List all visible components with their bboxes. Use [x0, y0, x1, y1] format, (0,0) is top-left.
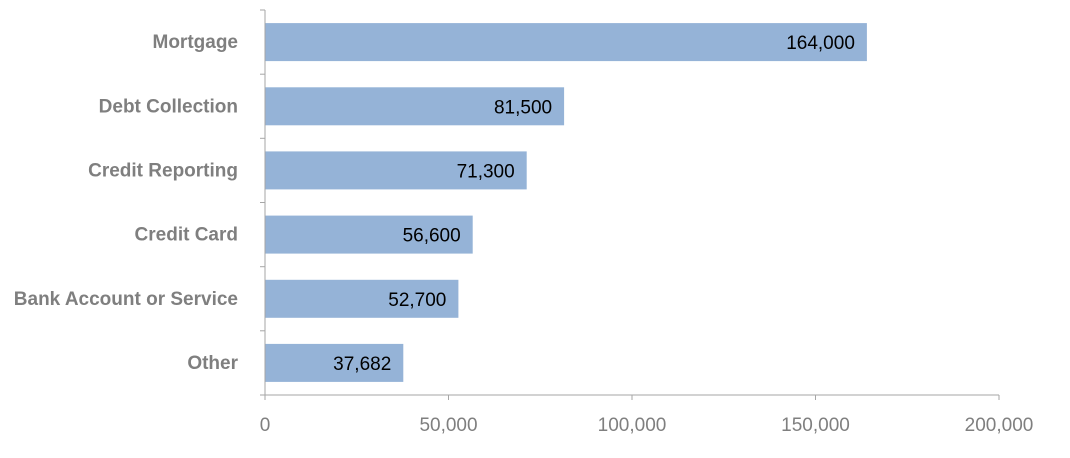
x-tick-label-4: 200,000: [965, 415, 1034, 436]
x-tick-label-1: 50,000: [419, 415, 477, 436]
data-label-3: 56,600: [403, 226, 461, 247]
labels-group: Mortgage 164,000 Debt Collection 81,500 Cred…: [14, 32, 1034, 436]
x-tick-label-0: 0: [260, 415, 271, 436]
data-label-1: 81,500: [494, 97, 552, 118]
data-label-4: 52,700: [388, 290, 446, 311]
bar-1: [265, 87, 565, 126]
category-label-3: Credit Card: [135, 225, 238, 246]
category-label-0: Mortgage: [153, 32, 239, 53]
x-tick-label-3: 150,000: [781, 415, 850, 436]
axes-group: [260, 9, 1000, 400]
bar-0: [265, 23, 867, 62]
data-label-0: 164,000: [786, 33, 855, 54]
category-label-4: Bank Account or Service: [14, 289, 238, 310]
category-label-1: Debt Collection: [99, 96, 238, 117]
data-label-5: 37,682: [333, 354, 391, 375]
category-label-5: Other: [187, 353, 238, 374]
bar-5: [265, 343, 404, 382]
category-label-2: Credit Reporting: [88, 160, 238, 181]
x-tick-label-2: 100,000: [598, 415, 667, 436]
bar-3: [265, 215, 473, 254]
data-label-2: 71,300: [457, 161, 515, 182]
bar-2: [265, 151, 527, 190]
bar-4: [265, 279, 459, 318]
bars-group: [265, 23, 867, 382]
